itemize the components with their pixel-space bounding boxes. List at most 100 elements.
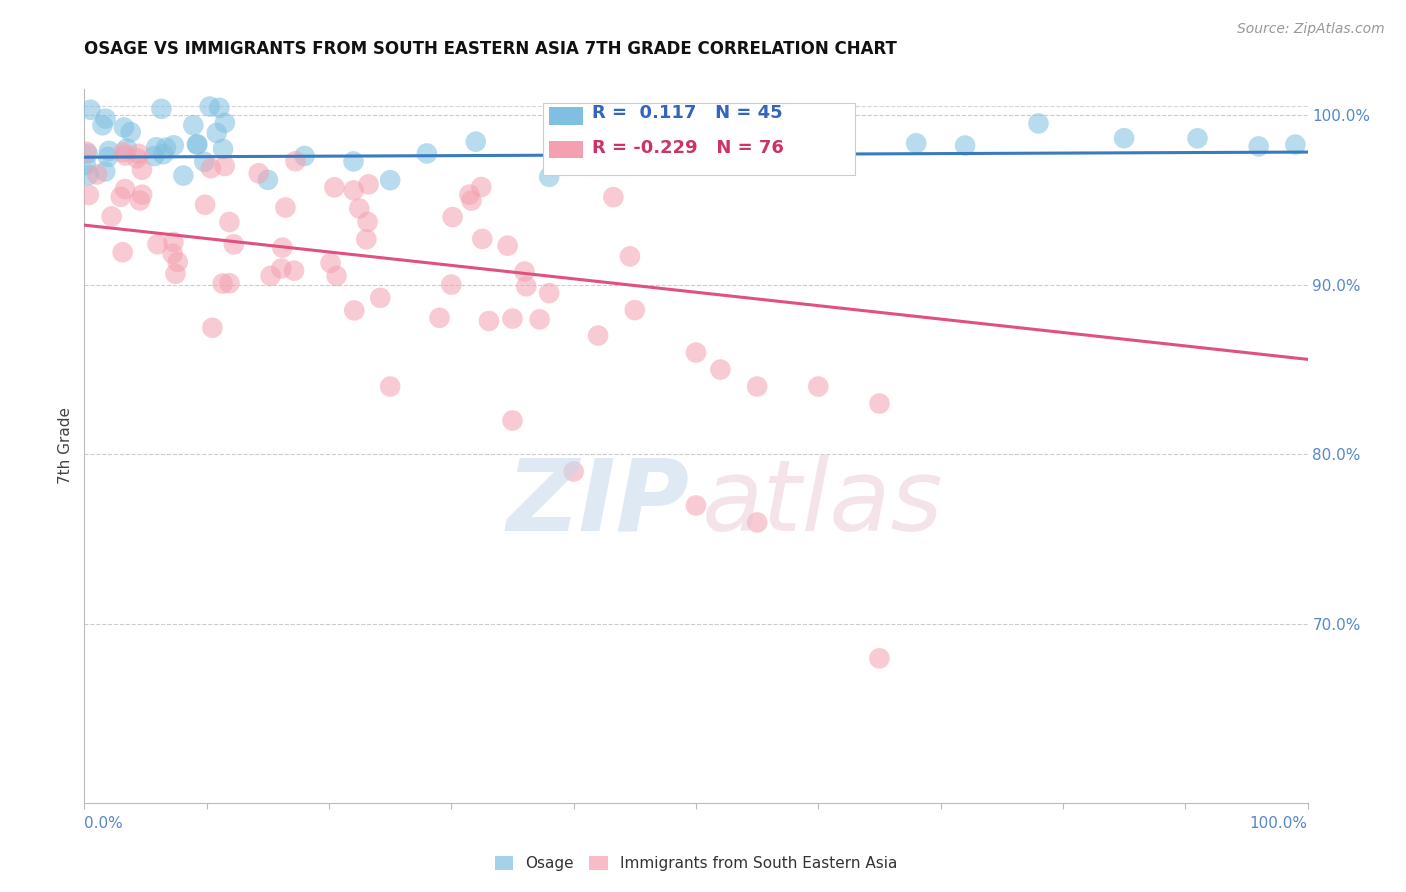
Point: [441, 210, 464, 224]
Point: [145, 140, 167, 154]
Point: [208, 101, 231, 115]
Point: [186, 137, 208, 152]
Point: [212, 142, 235, 156]
Point: [247, 166, 270, 180]
Point: [98, 144, 121, 158]
Text: OSAGE VS IMMIGRANTS FROM SOUTH EASTERN ASIA 7TH GRADE CORRELATION CHART: OSAGE VS IMMIGRANTS FROM SOUTH EASTERN A…: [84, 40, 897, 58]
Text: ZIP: ZIP: [506, 455, 690, 551]
Point: [128, 146, 150, 161]
Point: [162, 235, 184, 249]
Point: [1247, 139, 1270, 153]
Point: [186, 137, 208, 152]
Legend: Osage, Immigrants from South Eastern Asia: Osage, Immigrants from South Eastern Asi…: [489, 850, 903, 878]
Point: [79, 103, 101, 117]
Point: [464, 135, 486, 149]
Point: [1187, 131, 1209, 145]
Point: [218, 215, 240, 229]
Point: [357, 178, 380, 192]
Point: [1028, 116, 1050, 130]
Point: [114, 182, 136, 196]
Point: [94, 164, 117, 178]
Point: [380, 379, 402, 393]
Point: [114, 148, 136, 162]
Point: [110, 190, 132, 204]
Point: [502, 413, 524, 427]
Point: [214, 116, 236, 130]
Text: Source: ZipAtlas.com: Source: ZipAtlas.com: [1237, 22, 1385, 37]
FancyBboxPatch shape: [543, 103, 855, 175]
Point: [905, 136, 928, 151]
Point: [127, 152, 149, 166]
Point: [648, 148, 671, 162]
Point: [155, 141, 177, 155]
Point: [91, 118, 114, 132]
Point: [201, 320, 224, 334]
Point: [538, 286, 561, 301]
Point: [349, 202, 371, 216]
Point: [502, 311, 524, 326]
Point: [162, 247, 184, 261]
Point: [115, 142, 138, 156]
Point: [709, 362, 731, 376]
Point: [274, 201, 297, 215]
Point: [97, 150, 120, 164]
Point: [562, 465, 585, 479]
Point: [112, 120, 135, 135]
Point: [131, 162, 153, 177]
Point: [619, 249, 641, 263]
Text: atlas: atlas: [702, 455, 943, 551]
Point: [685, 499, 707, 513]
Point: [257, 173, 280, 187]
Point: [356, 215, 378, 229]
Point: [624, 303, 647, 318]
Point: [602, 190, 624, 204]
Point: [111, 245, 134, 260]
Point: [271, 241, 294, 255]
Point: [1284, 137, 1306, 152]
Point: [747, 379, 769, 393]
Text: 100.0%: 100.0%: [1250, 816, 1308, 831]
Point: [205, 126, 228, 140]
Point: [515, 279, 537, 293]
Point: [75, 145, 97, 159]
Point: [869, 651, 891, 665]
Point: [831, 136, 853, 151]
Point: [152, 147, 174, 161]
Point: [368, 291, 391, 305]
FancyBboxPatch shape: [550, 141, 583, 159]
Point: [294, 149, 316, 163]
Point: [77, 188, 100, 202]
Point: [869, 396, 891, 410]
Point: [343, 183, 366, 197]
Point: [586, 328, 609, 343]
Point: [747, 129, 769, 144]
Point: [120, 125, 142, 139]
Point: [429, 310, 451, 325]
Point: [198, 99, 221, 113]
Point: [166, 255, 188, 269]
Point: [323, 180, 346, 194]
Point: [685, 345, 707, 359]
Point: [193, 154, 215, 169]
Point: [284, 154, 307, 169]
Point: [325, 268, 347, 283]
Point: [131, 187, 153, 202]
Point: [747, 516, 769, 530]
FancyBboxPatch shape: [550, 107, 583, 125]
Point: [86, 168, 108, 182]
Point: [416, 146, 439, 161]
Point: [75, 158, 97, 172]
Point: [94, 112, 117, 126]
Text: R =  0.117   N = 45: R = 0.117 N = 45: [592, 103, 783, 121]
Text: 0.0%: 0.0%: [84, 816, 124, 831]
Point: [529, 312, 551, 326]
Point: [953, 138, 976, 153]
Point: [211, 277, 233, 291]
Point: [513, 264, 536, 278]
Point: [807, 379, 830, 393]
Point: [143, 149, 166, 163]
Point: [460, 194, 482, 208]
Point: [76, 146, 98, 161]
Point: [128, 194, 150, 208]
Point: [458, 187, 481, 202]
